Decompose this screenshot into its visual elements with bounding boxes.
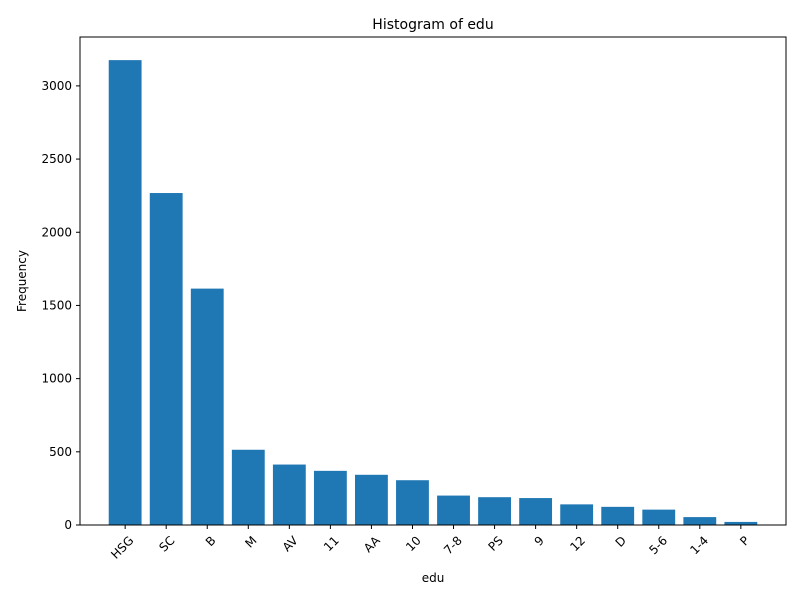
x-tick-label: 10 — [403, 533, 424, 554]
bars-group — [108, 60, 758, 525]
bar-5-6 — [642, 509, 676, 525]
x-tick-label: M — [242, 533, 259, 550]
x-tick-label: HSG — [108, 533, 136, 561]
bar-M — [231, 449, 265, 525]
y-axis-label: Frequency — [15, 250, 29, 312]
y-tick-label: 0 — [64, 518, 72, 532]
bar-12 — [560, 504, 594, 525]
chart-title: Histogram of edu — [372, 17, 493, 33]
x-tick-label: 1-4 — [687, 533, 711, 557]
x-tick-label: 7-8 — [441, 533, 465, 557]
bar-B — [190, 288, 224, 525]
x-tick-label: D — [613, 533, 629, 549]
y-tick-label: 2500 — [41, 152, 72, 166]
bar-9 — [519, 498, 553, 525]
bar-10 — [396, 480, 429, 525]
x-tick-label: 9 — [532, 533, 547, 548]
x-axis-label: edu — [422, 571, 445, 585]
x-tick-label: AV — [280, 533, 302, 555]
x-tick-label: P — [737, 533, 752, 548]
plot-frame — [79, 36, 787, 526]
x-tick-label: B — [203, 533, 219, 549]
y-tick-label: 1000 — [41, 372, 72, 386]
bar-AV — [272, 464, 306, 525]
bar-HSG — [108, 60, 142, 525]
x-tick-label: 5-6 — [646, 533, 670, 557]
y-tick-label: 2000 — [41, 225, 72, 239]
bar-SC — [149, 193, 183, 525]
y-tick-label: 3000 — [41, 79, 72, 93]
x-tick-label: 11 — [321, 533, 342, 554]
x-tick-label: SC — [156, 533, 177, 554]
y-tick-label: 1500 — [41, 298, 72, 312]
plot-background — [80, 37, 786, 525]
x-ticks-group: HSG SC B M AV 11 AA 10 7-8 PS 9 12 D 5-6 1-4 P — [108, 525, 752, 562]
x-tick-label: 12 — [567, 533, 588, 554]
bar-1-4 — [683, 517, 717, 525]
y-ticks-group: 0 500 1000 1500 2000 2500 3000 — [41, 79, 80, 532]
x-tick-label: AA — [361, 533, 383, 555]
bar-7-8 — [437, 495, 470, 525]
bar-PS — [478, 497, 511, 525]
bar-P — [724, 521, 758, 525]
x-tick-label: PS — [486, 533, 506, 553]
bar-AA — [355, 474, 388, 525]
bar-D — [601, 506, 635, 525]
bar-11 — [313, 470, 347, 525]
y-tick-label: 500 — [49, 445, 72, 459]
